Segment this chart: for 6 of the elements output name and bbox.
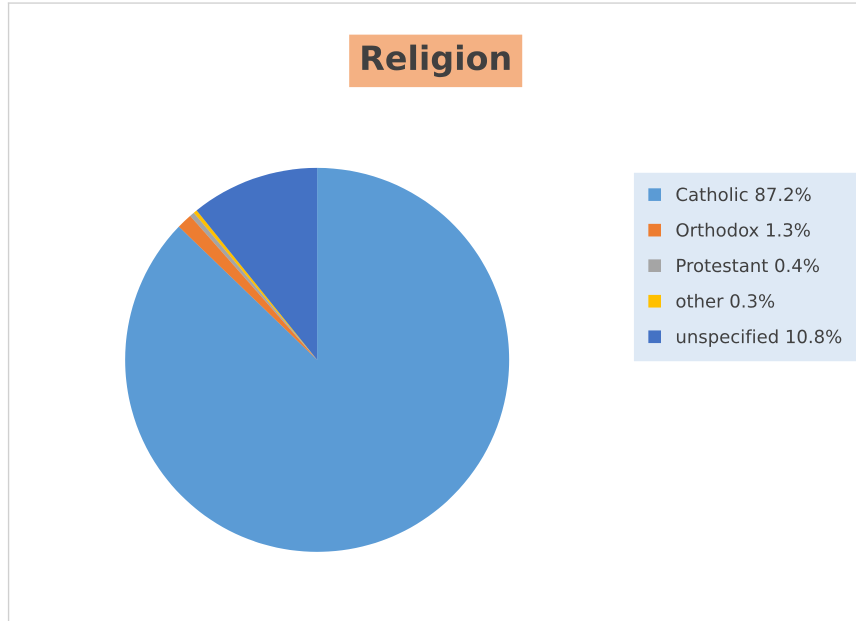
chart-title: Religion	[362, 44, 510, 78]
legend-label: other 0.3%	[676, 294, 774, 308]
legend-label: Orthodox 1.3%	[676, 222, 810, 237]
legend-label: Catholic 87.2%	[676, 187, 811, 202]
legend-label: Protestant 0.4%	[677, 258, 819, 272]
legend-label: unspecified 10.8%	[676, 329, 842, 347]
